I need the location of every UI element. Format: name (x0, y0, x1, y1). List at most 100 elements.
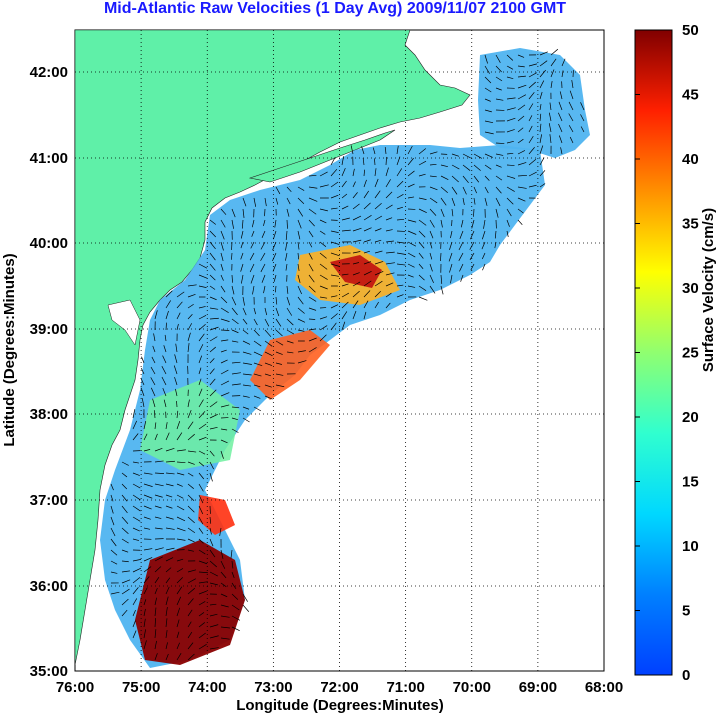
velocity-arrow (396, 294, 404, 298)
velocity-arrow (418, 296, 428, 301)
velocity-arrow (240, 252, 244, 260)
velocity-arrow (187, 538, 195, 543)
velocity-arrow (473, 186, 477, 194)
velocity-arrow (121, 483, 128, 490)
velocity-arrow (242, 395, 250, 398)
velocity-arrow (506, 65, 514, 70)
velocity-arrow (220, 626, 230, 629)
velocity-arrow (154, 653, 158, 661)
velocity-arrow (260, 252, 266, 261)
velocity-arrow (374, 291, 381, 298)
velocity-arrow (165, 596, 169, 606)
velocity-arrow (132, 483, 141, 489)
velocity-arrow (251, 230, 255, 237)
velocity-arrow (558, 123, 563, 133)
velocity-arrow (251, 219, 255, 228)
delaware-bay (107, 299, 141, 346)
velocity-arrow (209, 560, 217, 568)
velocity-arrow (363, 190, 369, 199)
velocity-arrow (473, 175, 480, 183)
velocity-arrow (506, 175, 516, 179)
velocity-arrow (517, 138, 524, 144)
velocity-arrow (352, 181, 356, 188)
velocity-arrow (261, 230, 266, 238)
velocity-arrow (407, 263, 415, 268)
velocity-arrow (165, 642, 168, 650)
velocity-arrow (429, 151, 438, 155)
velocity-arrow (484, 76, 492, 84)
velocity-arrow (176, 596, 182, 606)
velocity-arrow (484, 120, 494, 124)
velocity-arrow (220, 549, 224, 559)
velocity-arrow (418, 285, 427, 291)
velocity-arrow (176, 558, 184, 562)
velocity-arrow (274, 285, 277, 293)
velocity-arrow (297, 263, 300, 271)
velocity-arrow (242, 604, 250, 613)
velocity-arrow (261, 274, 266, 283)
velocity-arrow (275, 197, 279, 205)
velocity-arrow (319, 316, 328, 320)
velocity-arrow (209, 241, 216, 250)
velocity-arrow (260, 241, 266, 250)
velocity-arrow (154, 472, 165, 474)
velocity-arrow (506, 186, 515, 192)
velocity-arrow (363, 250, 370, 254)
velocity-arrow (162, 355, 167, 364)
velocity-arrow (341, 205, 349, 210)
velocity-arrow (187, 421, 194, 430)
colorbar-label: Surface Velocity (cm/s) (700, 208, 717, 372)
velocity-arrow (240, 230, 244, 239)
velocity-arrow (558, 112, 563, 122)
velocity-arrow (319, 219, 327, 224)
velocity-arrow (341, 180, 347, 188)
velocity-arrow (372, 147, 376, 155)
velocity-arrow (209, 336, 218, 342)
velocity-arrow (241, 219, 244, 229)
velocity-arrow (517, 174, 527, 177)
velocity-arrow (176, 432, 183, 441)
velocity-arrow (220, 219, 226, 228)
x-tick-label: 71:00 (386, 679, 424, 696)
velocity-arrow (330, 168, 338, 177)
velocity-arrow (121, 579, 131, 584)
velocity-arrow (242, 208, 245, 218)
velocity-arrow (176, 323, 179, 331)
velocity-arrow (385, 251, 395, 254)
velocity-arrow (198, 560, 208, 565)
velocity-arrow (275, 296, 278, 305)
velocity-arrow (308, 174, 317, 177)
velocity-arrow (209, 450, 215, 457)
velocity-arrow (285, 230, 288, 240)
velocity-arrow (132, 516, 141, 522)
velocity-arrow (285, 241, 288, 251)
velocity-arrow (253, 307, 257, 315)
velocity-arrow (297, 274, 301, 283)
velocity-arrow (187, 433, 195, 441)
velocity-arrow (385, 282, 394, 287)
velocity-arrow (198, 355, 203, 364)
velocity-arrow (462, 175, 469, 184)
velocity-arrow (330, 274, 339, 277)
velocity-arrow (176, 619, 180, 628)
velocity-arrow (418, 219, 427, 226)
velocity-arrow (242, 417, 250, 423)
velocity-arrow (549, 102, 552, 111)
y-tick-label: 38:00 (30, 406, 68, 423)
velocity-arrow (385, 167, 389, 177)
velocity-arrow (240, 241, 244, 249)
velocity-arrow (165, 494, 173, 498)
velocity-arrow (198, 590, 207, 595)
velocity-arrow (143, 483, 153, 487)
velocity-arrow (396, 168, 403, 177)
velocity-arrow (240, 263, 244, 272)
velocity-arrow (132, 587, 139, 595)
velocity-arrow (198, 549, 206, 555)
velocity-arrow (308, 252, 313, 260)
velocity-arrow (143, 629, 147, 639)
velocity-arrow (374, 202, 382, 210)
velocity-arrow (275, 307, 280, 317)
velocity-arrow (174, 354, 178, 364)
velocity-arrow (110, 527, 116, 537)
